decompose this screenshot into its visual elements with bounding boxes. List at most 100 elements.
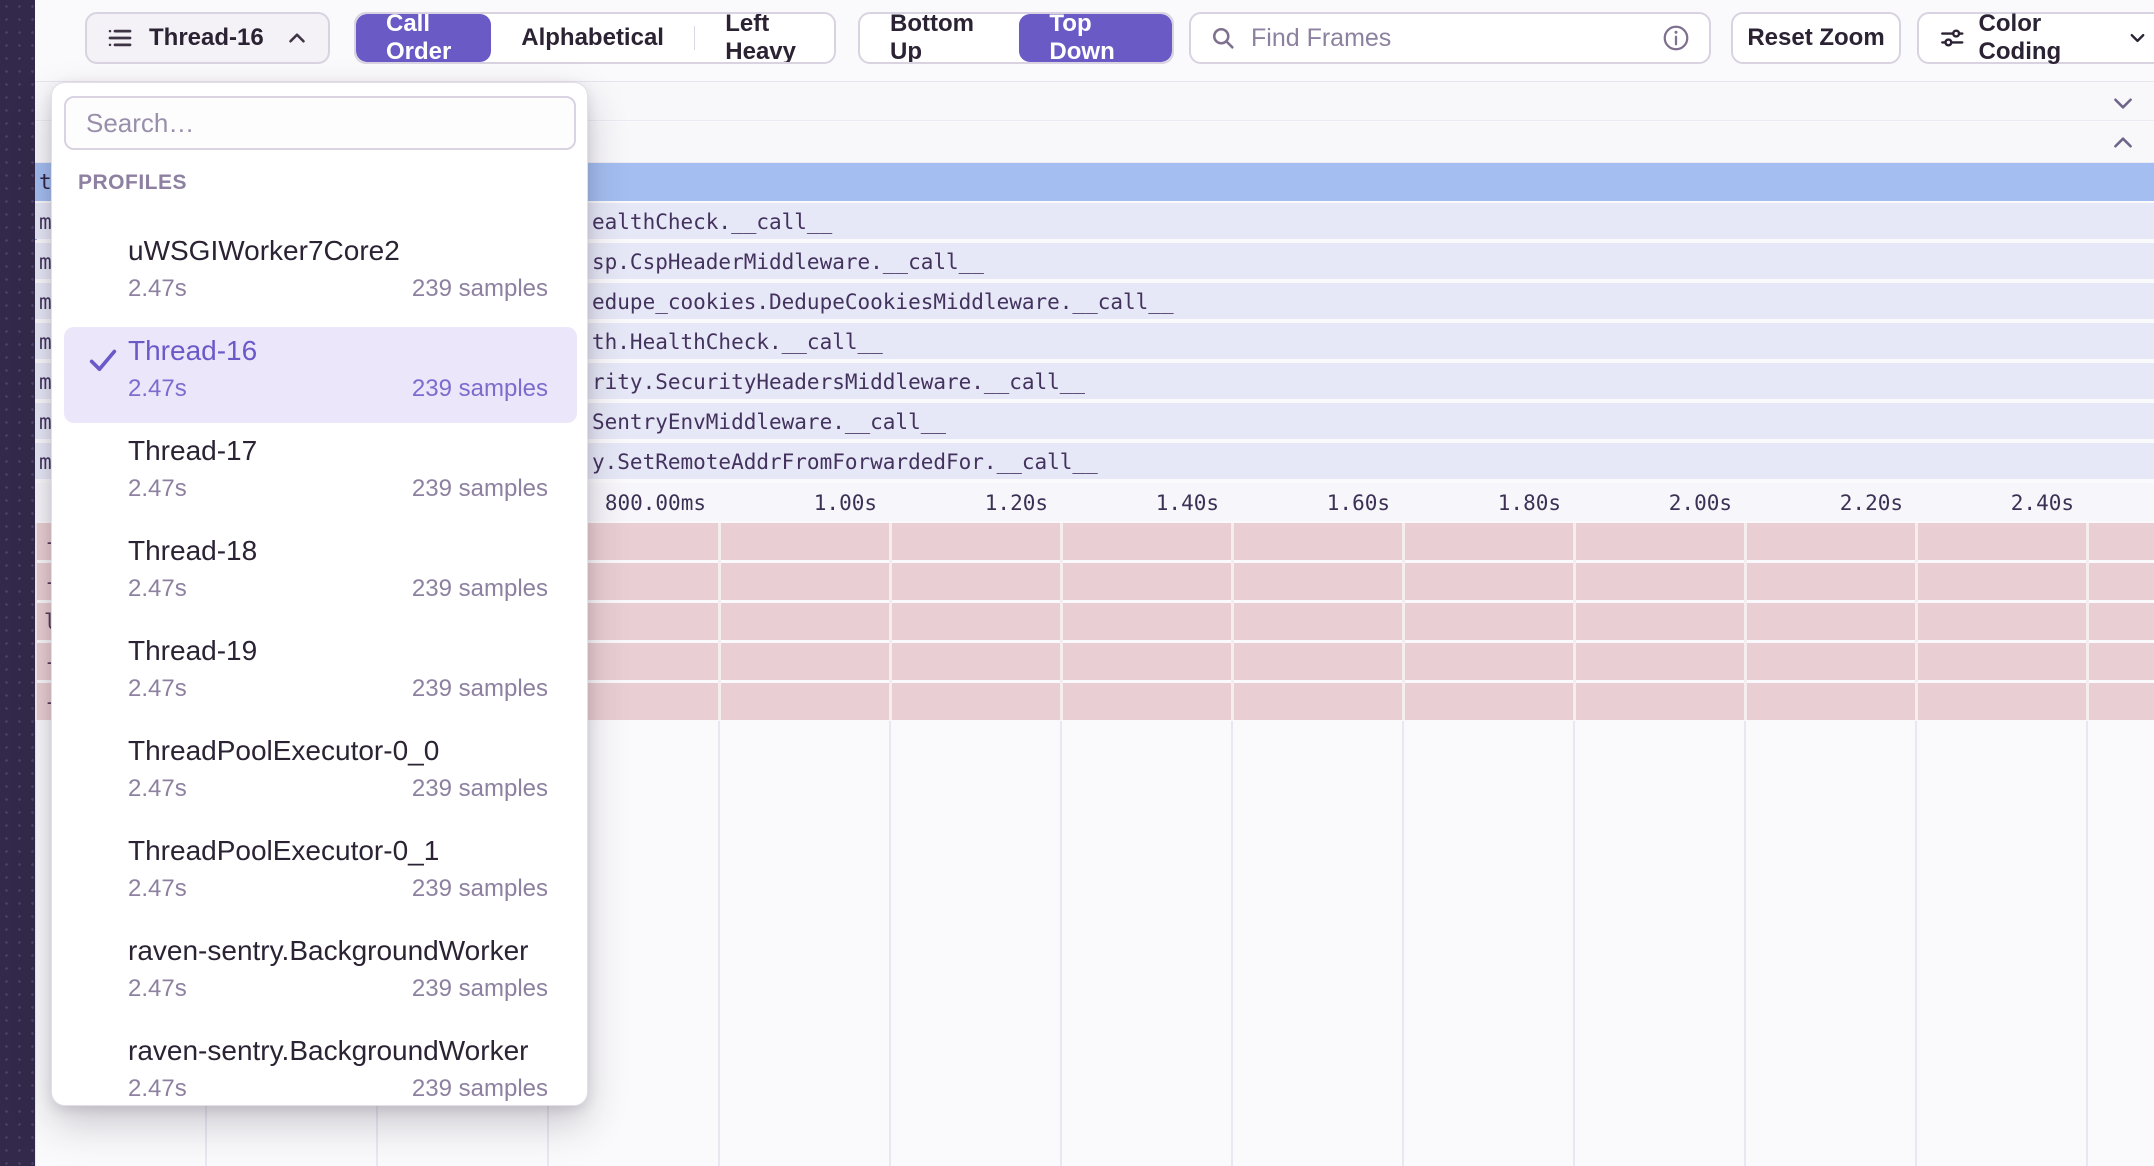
gridline [718, 721, 720, 1166]
gridline [1573, 523, 1576, 720]
profile-samples: 239 samples [411, 875, 548, 902]
frame-left-fragment: m [39, 370, 52, 394]
frame-left-fragment: m [39, 290, 52, 314]
find-frames-placeholder: Find Frames [1251, 23, 1392, 52]
time-tick-label: 1.20s [984, 491, 1048, 515]
frame-label: ealthCheck.__call__ [592, 210, 833, 234]
profile-duration: 2.47s [128, 475, 187, 502]
gridline [1573, 721, 1575, 1166]
gridline [34, 721, 36, 1166]
time-tick-label: 1.60s [1326, 491, 1390, 515]
sort-mode-call-order[interactable]: Call Order [356, 14, 492, 62]
flame-root-fragment: t [39, 170, 52, 194]
gridline [2086, 721, 2088, 1166]
sliders-icon [1941, 29, 1964, 47]
profile-item[interactable]: Thread-19 2.47s 239 samples [64, 627, 577, 723]
profile-name: uWSGIWorker7Core2 [128, 235, 400, 266]
gridline [1915, 523, 1918, 720]
profile-duration: 2.47s [128, 875, 187, 902]
frame-label: SentryEnvMiddleware.__call__ [592, 410, 947, 434]
find-frames-input[interactable]: Find Frames [1189, 12, 1711, 64]
dropdown-search-input[interactable] [64, 96, 576, 150]
frame-label: y.SetRemoteAddrFromForwardedFor.__call__ [592, 450, 1098, 474]
profile-samples: 239 samples [411, 675, 548, 702]
profiles-section-label: PROFILES [78, 171, 188, 194]
checkmark-icon [86, 343, 120, 382]
profile-duration: 2.47s [128, 675, 187, 702]
info-icon[interactable] [1661, 23, 1691, 53]
thread-selector-button[interactable]: Thread-16 [85, 12, 330, 64]
time-tick-label: 1.80s [1497, 491, 1561, 515]
gridline [2086, 523, 2089, 720]
frame-label: th.HealthCheck.__call__ [592, 330, 883, 354]
profile-item[interactable]: raven-sentry.BackgroundWorker 2.47s 239 sa… [64, 1027, 577, 1123]
app-sidebar [0, 0, 35, 1166]
gridline [1744, 721, 1746, 1166]
profile-samples: 239 samples [411, 575, 548, 602]
profile-item[interactable]: Thread-17 2.47s 239 samples [64, 427, 577, 523]
segment-divider [693, 26, 696, 50]
gridline [34, 523, 37, 720]
frame-left-fragment: m [39, 450, 52, 474]
profile-samples: 239 samples [411, 1075, 548, 1102]
profile-item[interactable]: ThreadPoolExecutor-0_0 2.47s 239 samples [64, 727, 577, 823]
time-tick-label: 2.00s [1668, 491, 1732, 515]
color-coding-label: Color Coding [1978, 10, 2062, 65]
profile-name: ThreadPoolExecutor-0_0 [128, 735, 440, 766]
profile-name: raven-sentry.BackgroundWorker [128, 935, 529, 966]
profile-samples: 239 samples [411, 375, 548, 402]
profile-name: raven-sentry.BackgroundWorker [128, 1035, 529, 1066]
frame-left-fragment: m [39, 250, 52, 274]
time-tick-label: 1.40s [1155, 491, 1219, 515]
profile-duration: 2.47s [128, 775, 187, 802]
frame-label: rity.SecurityHeadersMiddleware.__call__ [592, 370, 1086, 394]
sort-mode-segmented-control: Call Order Alphabetical Left Heavy [354, 12, 836, 64]
frame-left-fragment: m [39, 410, 52, 434]
profile-item[interactable]: ThreadPoolExecutor-0_1 2.47s 239 samples [64, 827, 577, 923]
gridline [889, 721, 891, 1166]
gridline [718, 523, 721, 720]
frame-label: edupe_cookies.DedupeCookiesMiddleware.__… [592, 290, 1174, 314]
profile-item[interactable]: Thread-16 2.47s 239 samples [64, 327, 577, 423]
chevron-down-icon [2130, 33, 2145, 43]
profile-duration: 2.47s [128, 975, 187, 1002]
profile-duration: 2.47s [128, 1075, 187, 1102]
chevron-down-icon[interactable] [2110, 90, 2136, 116]
frame-label: sp.CspHeaderMiddleware.__call__ [592, 250, 984, 274]
frame-left-fragment: m [39, 210, 52, 234]
view-mode-top-down[interactable]: Top Down [1019, 14, 1172, 62]
chevron-up-icon[interactable] [2110, 130, 2136, 156]
gridline [1060, 523, 1063, 720]
profile-name: Thread-17 [128, 435, 258, 466]
sort-mode-alphabetical[interactable]: Alphabetical [521, 24, 664, 51]
view-mode-bottom-up[interactable]: Bottom Up [890, 12, 974, 64]
sort-mode-left-heavy[interactable]: Left Heavy [725, 12, 796, 64]
profile-duration: 2.47s [128, 375, 187, 402]
time-tick-label: 2.40s [2010, 491, 2074, 515]
profile-item[interactable]: raven-sentry.BackgroundWorker 2.47s 239 sa… [64, 927, 577, 1023]
profile-item[interactable]: uWSGIWorker7Core2 2.47s 239 samples [64, 227, 577, 323]
gridline [1744, 523, 1747, 720]
profile-name: ThreadPoolExecutor-0_1 [128, 835, 440, 866]
gridline [889, 523, 892, 720]
reset-zoom-button[interactable]: Reset Zoom [1731, 12, 1901, 64]
toolbar: Thread-16 Call Order Alphabetical Left H… [35, 0, 2154, 81]
gridline [1402, 523, 1405, 720]
thread-dropdown-panel: PROFILES uWSGIWorker7Core2 2.47s 239 sampl… [51, 82, 588, 1106]
profile-name: Thread-18 [128, 535, 258, 566]
chevron-up-icon [289, 33, 305, 43]
gridline [1231, 721, 1233, 1166]
profile-duration: 2.47s [128, 575, 187, 602]
profile-duration: 2.47s [128, 275, 187, 302]
gridline [1915, 721, 1917, 1166]
color-coding-button[interactable]: Color Coding [1917, 10, 2154, 65]
list-icon [108, 29, 132, 47]
time-tick-label: 2.20s [1839, 491, 1903, 515]
gridline [1231, 523, 1234, 720]
frame-left-fragment: m [39, 330, 52, 354]
profile-item[interactable]: Thread-18 2.47s 239 samples [64, 527, 577, 623]
thread-selector-label: Thread-16 [149, 24, 264, 51]
time-tick-label: 1.00s [813, 491, 877, 515]
profile-name: Thread-16 [128, 335, 258, 366]
